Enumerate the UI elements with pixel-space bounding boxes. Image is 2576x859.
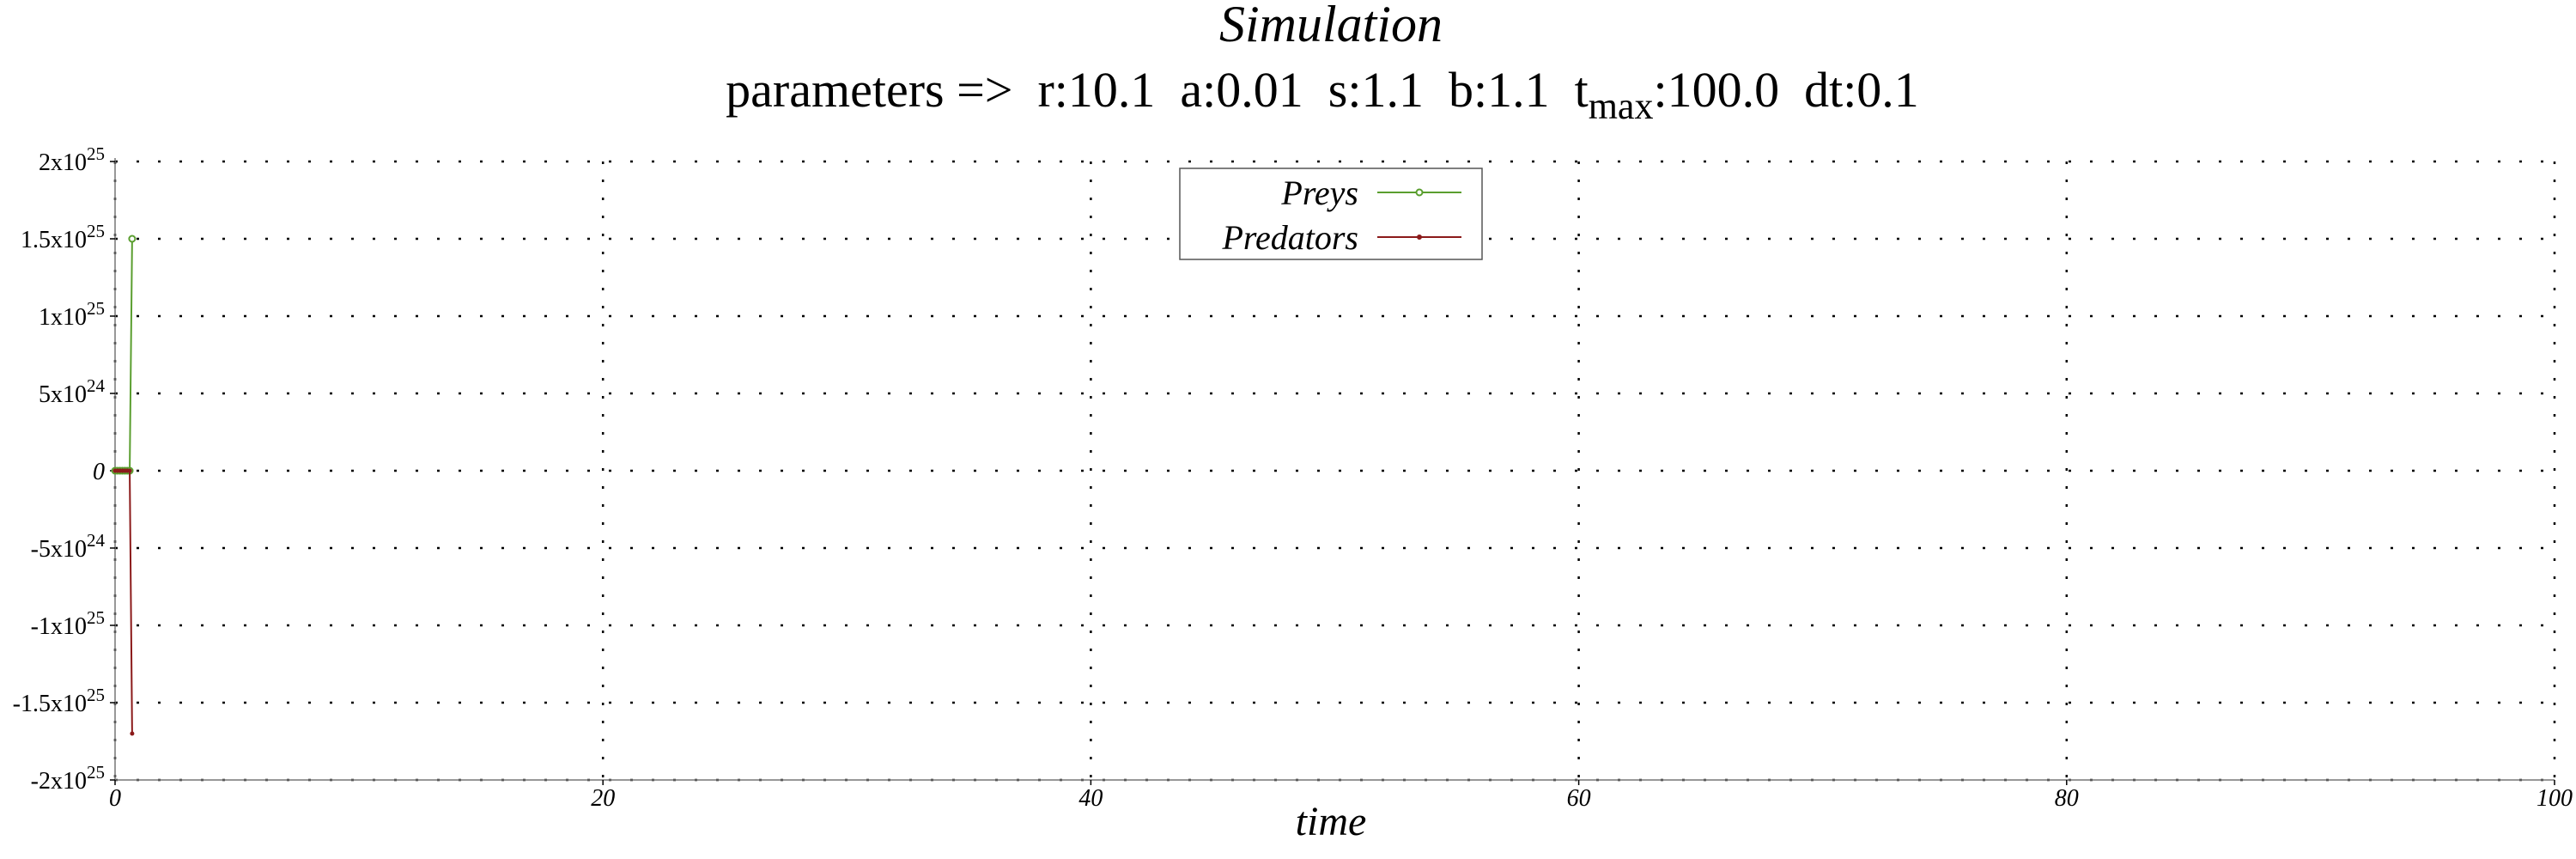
subtitle-subscript: max [1589, 85, 1654, 127]
x-tick-label: 80 [2055, 785, 2079, 812]
x-tick-label: 60 [1567, 785, 1591, 812]
y-tick-label: -5x1024 [31, 530, 106, 563]
x-tick-label: 40 [1078, 785, 1103, 812]
legend-label-preys: Preys [1280, 174, 1358, 212]
x-tick-label: 100 [2537, 785, 2573, 812]
y-tick-label: 0 [93, 459, 105, 485]
y-tick-label: -2x1025 [31, 762, 105, 795]
y-tick-label: 5x1024 [39, 375, 106, 408]
data-point-predators [127, 468, 132, 473]
series-line-predators [115, 470, 133, 734]
data-point-predators [130, 731, 135, 736]
x-tick-label: 0 [109, 785, 121, 812]
legend-marker-preys [1415, 188, 1424, 197]
x-axis-label: time [1296, 799, 1367, 844]
chart-title: Simulation [1219, 0, 1443, 52]
chart-subtitle: parameters => r:10.1 a:0.01 s:1.1 b:1.1 … [726, 62, 1919, 127]
legend-box [1179, 168, 1483, 260]
y-tick-label: 1.5x1025 [21, 221, 105, 253]
x-tick-label: 20 [591, 785, 615, 812]
legend-label-predators: Predators [1221, 218, 1358, 257]
subtitle-suffix: :100.0 dt:0.1 [1653, 62, 1918, 118]
subtitle-prefix: parameters => r:10.1 a:0.01 s:1.1 b:1.1 … [726, 62, 1589, 118]
data-point-preys [128, 235, 137, 243]
tick-labels: 2x1025 1.5x1025 1x1025 5x1024 0 -5x1024 -1x102… [13, 143, 2573, 812]
legend: Preys Predators [1179, 168, 1483, 260]
series-line-preys [115, 238, 133, 472]
y-tick-label: 2x1025 [39, 143, 105, 176]
y-tick-label: -1x1025 [31, 607, 105, 640]
legend-marker-predators [1417, 235, 1422, 240]
series [111, 235, 137, 736]
y-tick-label: -1.5x1025 [13, 685, 105, 717]
y-tick-label: 1x1025 [39, 298, 105, 331]
